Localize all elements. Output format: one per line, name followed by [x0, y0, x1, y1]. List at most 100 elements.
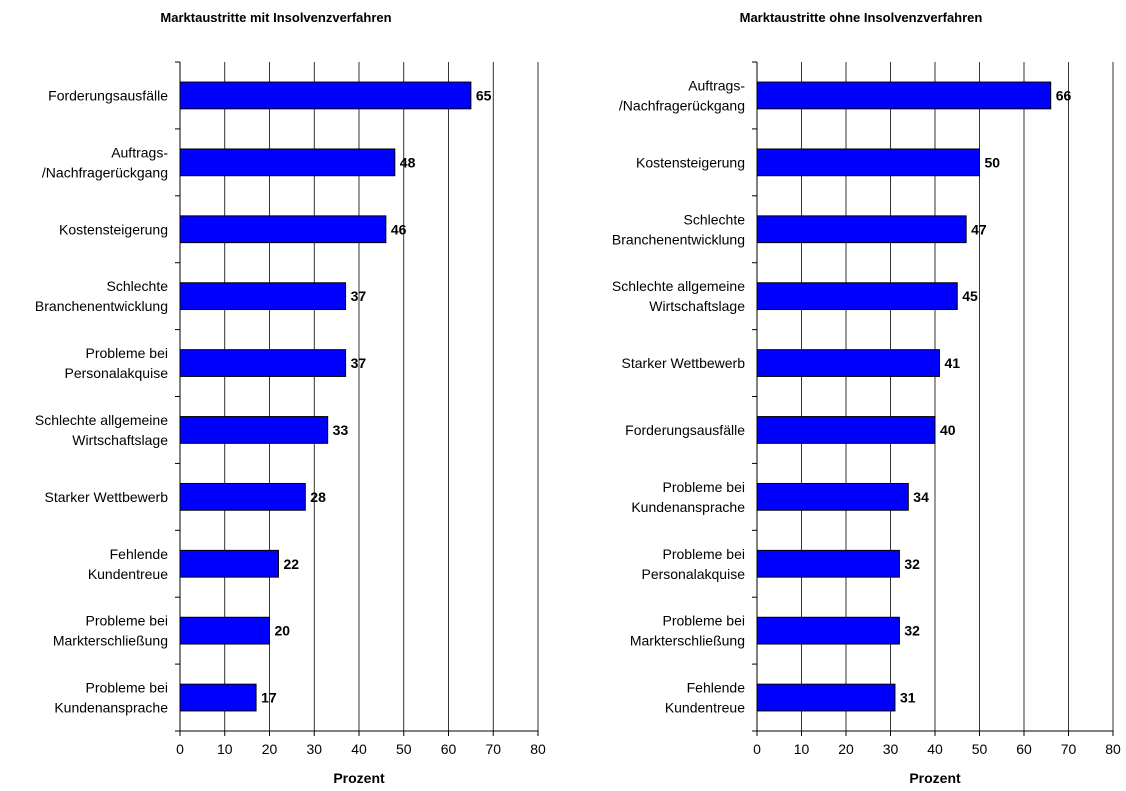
category-label: Auftrags- /Nachfragerückgang	[619, 77, 745, 113]
category-label-line: Schlechte	[107, 278, 169, 294]
category-label: Schlechte Branchenentwicklung	[612, 211, 745, 247]
category-label-line: Personalakquise	[64, 365, 168, 381]
bar	[179, 416, 329, 444]
category-label-line: Kostensteigerung	[59, 221, 168, 237]
chart-1: Marktaustritte mit Insolvenzverfahren 0 10…	[35, 10, 546, 786]
data-label: 32	[904, 623, 920, 639]
category-label-line: Probleme bei	[86, 345, 169, 361]
x-tick-label: 50	[396, 741, 412, 757]
data-label: 47	[971, 221, 987, 237]
category-label: Schlechte allgemeine Wirtschaftslage	[35, 412, 168, 448]
category-label-line: Probleme bei	[663, 479, 746, 495]
category-label-line: Kundentreue	[665, 700, 745, 716]
x-tick-label: 60	[1016, 741, 1032, 757]
chart-2: Marktaustritte ohne Insolvenzverfahren 0 1…	[612, 10, 1121, 786]
bar	[179, 482, 306, 511]
category-label: Probleme bei Kundenansprache	[54, 680, 168, 716]
bar	[179, 81, 472, 110]
bar	[179, 683, 257, 712]
category-label-line: Auftrags-	[688, 77, 745, 93]
category-label: Auftrags- /Nachfragerückgang	[42, 144, 168, 180]
x-tick-label: 40	[351, 741, 367, 757]
category-label-line: Probleme bei	[663, 613, 746, 629]
category-label: Starker Wettbewerb	[45, 489, 169, 505]
category-label-line: Kostensteigerung	[636, 154, 745, 170]
category-label-line: Markterschließung	[53, 633, 168, 649]
category-label-line: Starker Wettbewerb	[45, 489, 169, 505]
category-label-line: Kundentreue	[88, 566, 168, 582]
category-label-line: /Nachfragerückgang	[42, 164, 168, 180]
bar	[756, 549, 900, 578]
category-label-line: Branchenentwicklung	[35, 298, 168, 314]
data-label: 28	[310, 489, 326, 505]
data-label: 66	[1056, 87, 1072, 103]
category-label-line: Probleme bei	[86, 680, 169, 696]
chart-title: Marktaustritte mit Insolvenzverfahren	[160, 10, 391, 25]
category-label-line: Schlechte	[684, 211, 746, 227]
data-label: 37	[351, 355, 367, 371]
x-tick-label: 0	[176, 741, 184, 757]
bar	[756, 616, 900, 645]
data-label: 32	[904, 556, 920, 572]
x-tick-label: 20	[262, 741, 278, 757]
category-label-line: Schlechte allgemeine	[612, 278, 745, 294]
category-label: Schlechte Branchenentwicklung	[35, 278, 168, 314]
bar	[179, 148, 396, 177]
chart-title: Marktaustritte ohne Insolvenzverfahren	[740, 10, 983, 25]
category-label-line: Kundenansprache	[631, 499, 745, 515]
category-label: Starker Wettbewerb	[622, 355, 746, 371]
bar	[756, 282, 958, 311]
category-label: Fehlende Kundentreue	[88, 546, 168, 582]
data-label: 20	[275, 623, 291, 639]
category-label-line: Schlechte allgemeine	[35, 412, 168, 428]
bar	[756, 482, 909, 511]
x-tick-label: 10	[794, 741, 810, 757]
category-label: Probleme bei Personalakquise	[641, 546, 745, 582]
bar	[756, 148, 980, 177]
category-label-line: Wirtschaftslage	[649, 298, 745, 314]
bar	[179, 349, 347, 377]
category-label: Kostensteigerung	[636, 154, 745, 170]
x-tick-label: 50	[972, 741, 988, 757]
category-label: Forderungsausfälle	[625, 422, 745, 438]
data-label: 46	[391, 221, 407, 237]
category-label-line: Starker Wettbewerb	[622, 355, 746, 371]
data-label: 40	[940, 422, 956, 438]
x-axis-label: Prozent	[333, 770, 385, 786]
bar	[756, 683, 896, 712]
category-label: Probleme bei Kundenansprache	[631, 479, 745, 515]
category-label: Probleme bei Markterschließung	[630, 613, 745, 649]
category-label: Schlechte allgemeine Wirtschaftslage	[612, 278, 745, 314]
category-label-line: Branchenentwicklung	[612, 231, 745, 247]
category-label-line: Forderungsausfälle	[625, 422, 745, 438]
data-label: 33	[333, 422, 349, 438]
data-label: 31	[900, 690, 916, 706]
data-label: 22	[283, 556, 299, 572]
data-label: 41	[944, 355, 960, 371]
data-label: 37	[351, 288, 367, 304]
category-label: Probleme bei Markterschließung	[53, 613, 168, 649]
x-axis-label: Prozent	[909, 770, 961, 786]
category-label-line: Fehlende	[110, 546, 169, 562]
category-label-line: Probleme bei	[663, 546, 746, 562]
data-label: 48	[400, 154, 416, 170]
category-label-line: Probleme bei	[86, 613, 169, 629]
category-label-line: Forderungsausfälle	[48, 87, 168, 103]
category-label-line: Markterschließung	[630, 633, 745, 649]
data-label: 34	[913, 489, 929, 505]
x-tick-label: 70	[485, 741, 501, 757]
bar	[756, 349, 940, 377]
x-tick-label: 80	[530, 741, 546, 757]
bar	[756, 81, 1052, 110]
bar	[179, 616, 270, 645]
bar	[179, 282, 347, 311]
x-tick-label: 30	[306, 741, 322, 757]
x-tick-label: 80	[1105, 741, 1121, 757]
x-tick-label: 0	[753, 741, 761, 757]
data-label: 17	[261, 690, 277, 706]
category-label-line: Wirtschaftslage	[72, 432, 168, 448]
category-label-line: Auftrags-	[111, 144, 168, 160]
data-label: 50	[985, 154, 1001, 170]
bar	[179, 549, 279, 578]
x-tick-label: 30	[883, 741, 899, 757]
